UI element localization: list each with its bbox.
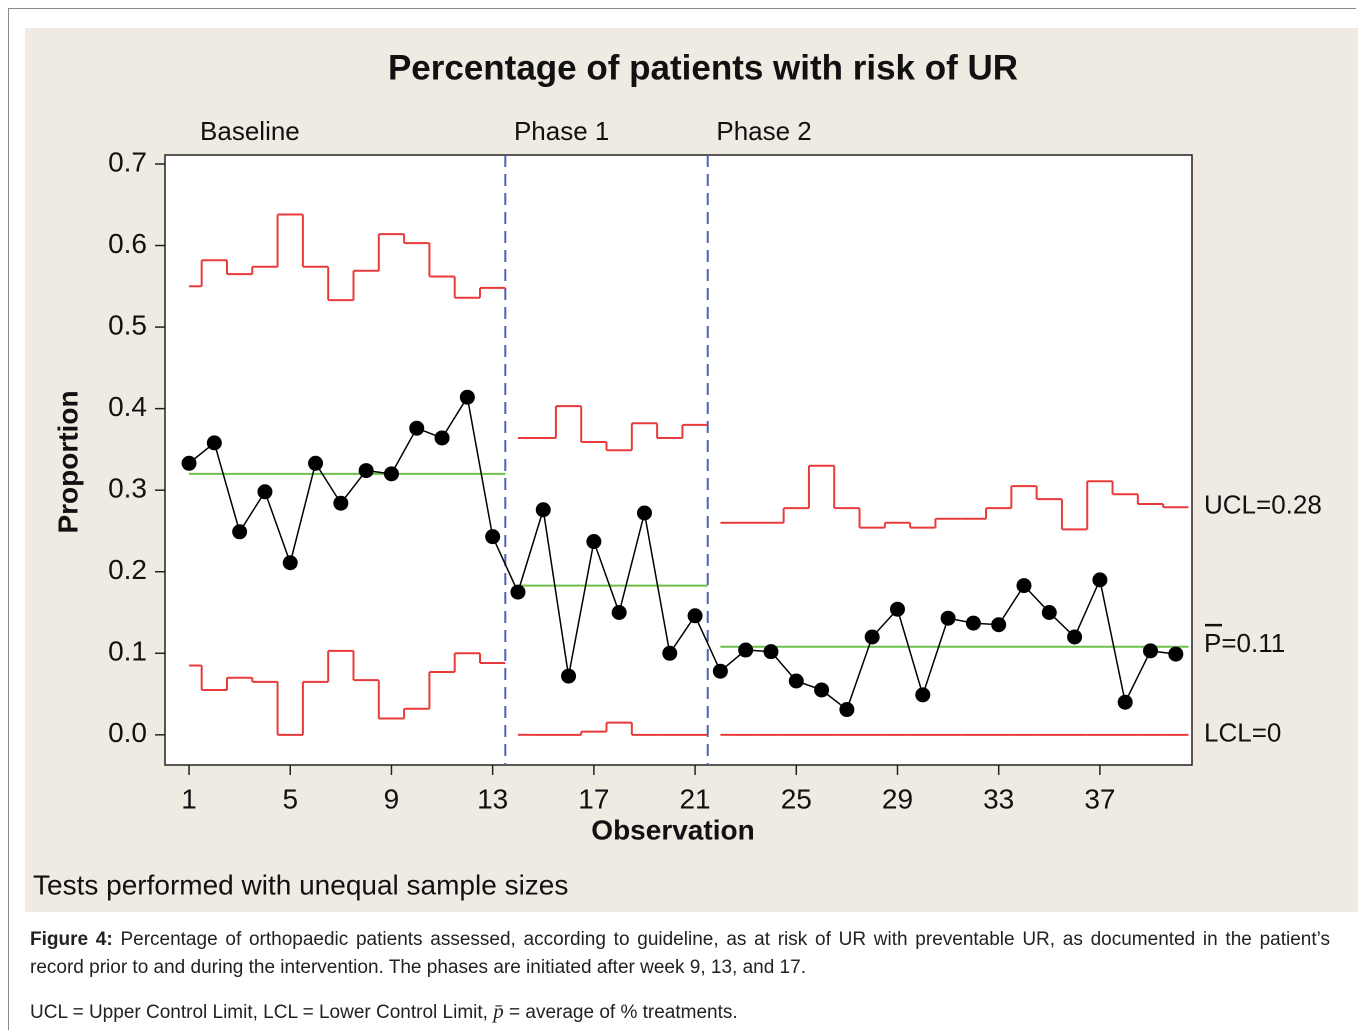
y-tick-label: 0.1 (108, 636, 147, 667)
data-point (712, 663, 728, 679)
data-point (232, 524, 248, 540)
plot-area (164, 154, 1193, 766)
data-point (738, 642, 754, 658)
x-tick-label: 9 (384, 783, 400, 814)
data-point (409, 420, 425, 436)
phase-label: Phase 1 (514, 116, 609, 146)
y-tick-label: 0.5 (108, 309, 147, 340)
data-point (181, 455, 197, 471)
y-axis-label: Proportion (52, 390, 83, 533)
data-point (485, 529, 501, 545)
data-point (561, 668, 577, 684)
data-point (814, 682, 830, 698)
x-tick-label: 5 (282, 783, 298, 814)
legend-symbol: p̄ (493, 999, 504, 1023)
annotation: P=0.11 (1204, 628, 1285, 658)
data-point (510, 584, 526, 600)
data-point (434, 430, 450, 446)
data-point (1067, 629, 1083, 645)
data-point (1143, 643, 1159, 659)
data-point (1016, 578, 1032, 594)
data-point (1092, 572, 1108, 588)
x-tick-label: 21 (679, 783, 710, 814)
data-point (586, 534, 602, 550)
y-tick-label: 0.7 (108, 146, 147, 177)
data-line (188, 395, 1176, 711)
data-point (1168, 646, 1184, 662)
data-point (889, 601, 905, 617)
chart-title: Percentage of patients with risk of UR (388, 48, 1018, 87)
x-tick-label: 37 (1084, 783, 1115, 814)
chart-note: Tests performed with unequal sample size… (33, 869, 568, 900)
data-point (206, 435, 222, 451)
annotation: UCL=0.28 (1204, 489, 1322, 519)
phase-label: Baseline (200, 116, 300, 146)
data-point (839, 702, 855, 718)
data-point (333, 495, 349, 511)
y-tick-label: 0.0 (108, 717, 147, 748)
data-point (459, 389, 475, 405)
y-tick-label: 0.3 (108, 473, 147, 504)
legend-text: UCL = Upper Control Limit, LCL = Lower C… (30, 1002, 488, 1023)
frame (8, 8, 1356, 1030)
data-point (611, 605, 627, 620)
data-point (257, 484, 273, 500)
y-tick-label: 0.4 (108, 391, 147, 422)
data-point (763, 644, 779, 660)
data-point (1117, 694, 1133, 710)
x-axis-label: Observation (591, 814, 754, 845)
data-point (535, 502, 551, 518)
data-point (358, 463, 374, 479)
data-point (864, 629, 880, 645)
data-point (940, 610, 956, 626)
y-tick-label: 0.6 (108, 228, 147, 259)
x-tick-label: 33 (983, 783, 1014, 814)
y-tick-label: 0.2 (108, 554, 147, 585)
phase-label: Phase 2 (716, 116, 811, 146)
x-tick-label: 17 (578, 783, 609, 814)
data-point (1041, 605, 1057, 620)
data-point (636, 505, 652, 521)
annotation: LCL=0 (1204, 718, 1281, 748)
data-point (788, 673, 804, 689)
x-tick-label: 25 (781, 783, 812, 814)
legend-text: = average of % treatments. (509, 1002, 738, 1023)
caption-label: Figure 4: (30, 929, 113, 950)
caption: Figure 4: Percentage of orthopaedic pati… (30, 926, 1330, 982)
data-point (965, 615, 981, 631)
data-point (308, 455, 324, 471)
data-point (915, 687, 931, 703)
x-tick-label: 13 (477, 783, 508, 814)
caption-legend: UCL = Upper Control Limit, LCL = Lower C… (30, 997, 738, 1027)
data-point (991, 617, 1007, 633)
x-tick-label: 1 (181, 783, 197, 814)
data-point (687, 608, 703, 624)
chart: Percentage of patients with risk of UR O… (25, 28, 1358, 912)
data-point (383, 466, 399, 482)
caption-text: Percentage of orthopaedic patients asses… (30, 929, 1331, 978)
data-point (662, 645, 678, 661)
data-point (282, 555, 298, 571)
x-tick-label: 29 (882, 783, 913, 814)
